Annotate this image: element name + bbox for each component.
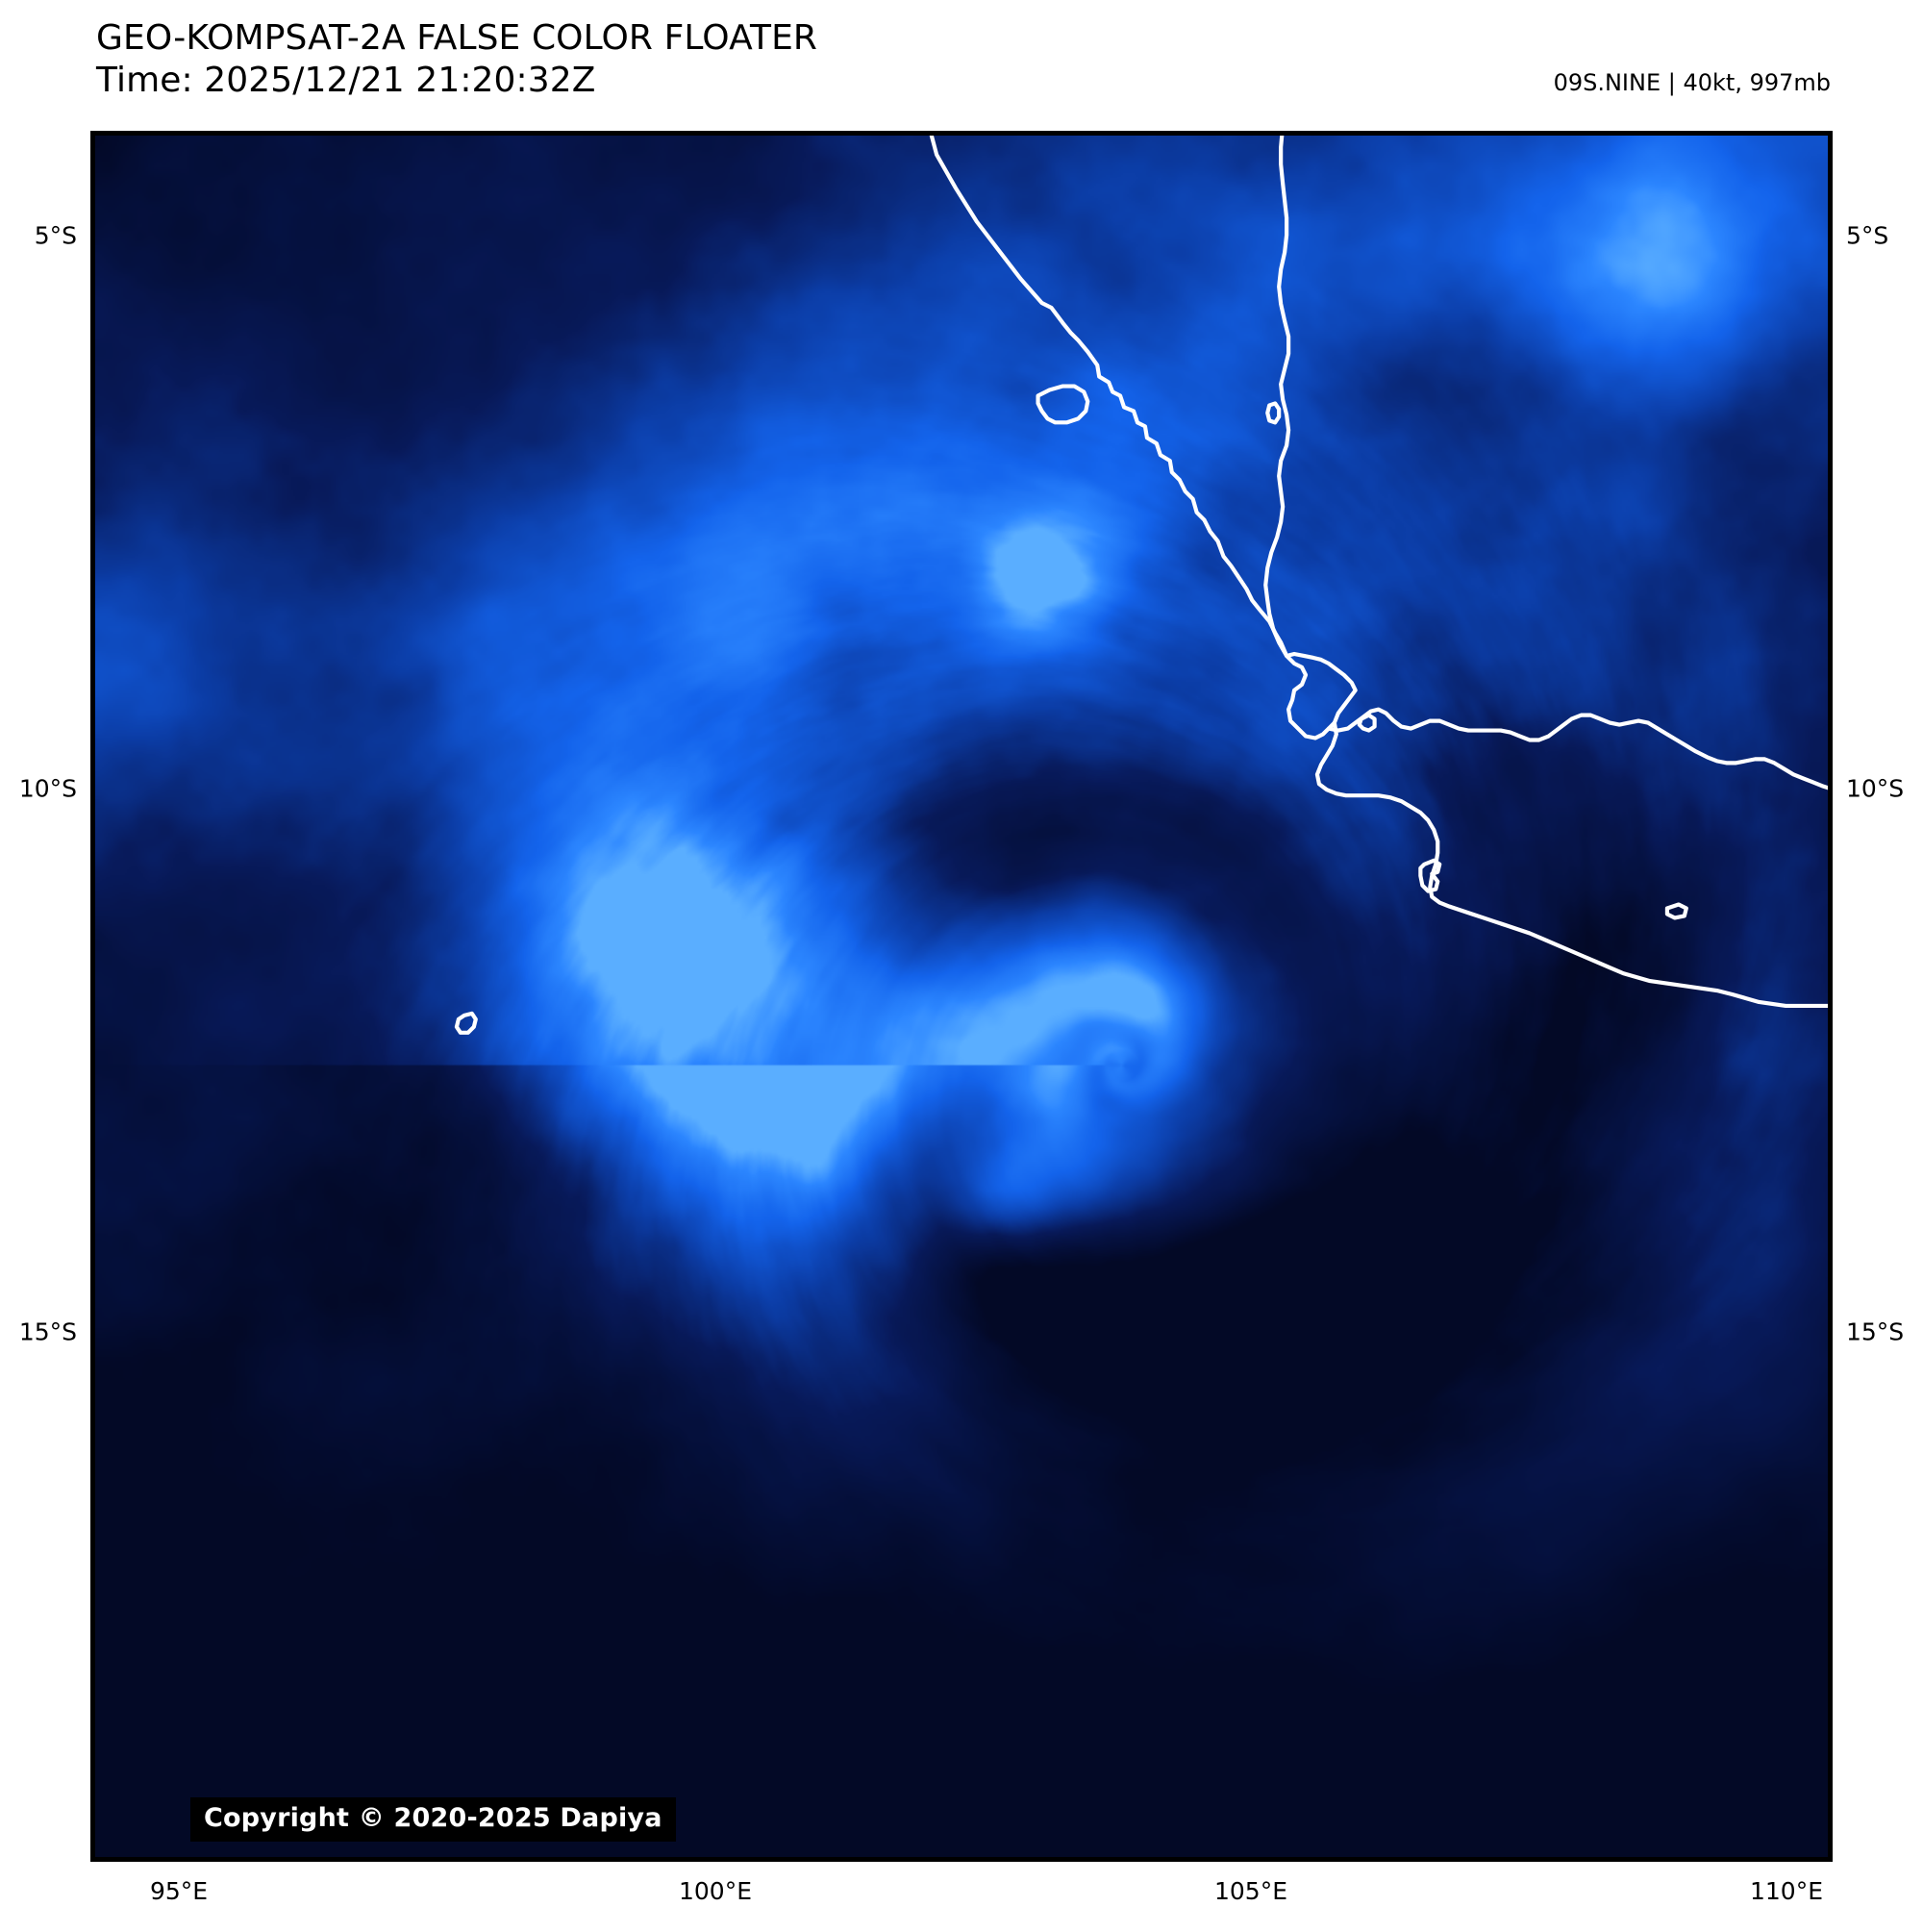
- title-block: GEO-KOMPSAT-2A FALSE COLOR FLOATER Time:…: [96, 17, 817, 102]
- copyright-banner: Copyright © 2020-2025 Dapiya: [190, 1797, 676, 1842]
- lon-tick-0: 95°E: [149, 1877, 209, 1905]
- timestamp-label: Time: 2025/12/21 21:20:32Z: [96, 61, 596, 100]
- lon-tick-2: 105°E: [1213, 1877, 1288, 1905]
- lat-tick-right-0: 5°S: [1846, 221, 1889, 250]
- page-title: GEO-KOMPSAT-2A FALSE COLOR FLOATER: [96, 18, 818, 58]
- lat-tick-right-2: 15°S: [1846, 1317, 1905, 1346]
- header: GEO-KOMPSAT-2A FALSE COLOR FLOATER Time:…: [0, 0, 1923, 135]
- satellite-image-plot[interactable]: Copyright © 2020-2025 Dapiya: [90, 131, 1833, 1862]
- lat-tick-right-1: 10°S: [1846, 774, 1905, 803]
- lat-tick-left-1: 10°S: [18, 774, 77, 803]
- lon-tick-1: 100°E: [678, 1877, 753, 1905]
- lon-tick-3: 110°E: [1749, 1877, 1824, 1905]
- lat-tick-left-0: 5°S: [34, 221, 77, 250]
- storm-metadata-label: 09S.NINE | 40kt, 997mb: [1553, 69, 1831, 96]
- lat-tick-left-2: 15°S: [18, 1317, 77, 1346]
- satellite-imagery-canvas: [95, 136, 1828, 1857]
